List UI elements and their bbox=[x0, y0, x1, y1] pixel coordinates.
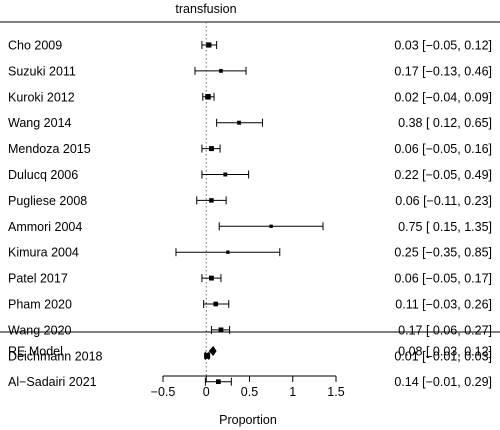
ci-text: 0.25 [−0.35, 0.85] bbox=[394, 246, 492, 260]
point-estimate bbox=[204, 352, 211, 359]
ci-text: 0.03 [−0.05, 0.12] bbox=[394, 39, 492, 53]
ci-text: 0.22 [−0.05, 0.49] bbox=[394, 168, 492, 182]
point-estimate bbox=[213, 301, 219, 307]
point-estimate bbox=[205, 94, 211, 100]
chart-title: transfusion bbox=[175, 2, 236, 16]
study-label: Mendoza 2015 bbox=[8, 142, 91, 156]
study-label: Patel 2017 bbox=[8, 272, 68, 286]
ci-text: 0.75 [ 0.15, 1.35] bbox=[398, 220, 492, 234]
ci-text: 0.11 [−0.03, 0.26] bbox=[395, 298, 492, 312]
study-label: Dulucq 2006 bbox=[8, 168, 78, 182]
ci-text: 0.38 [ 0.12, 0.65] bbox=[398, 116, 492, 130]
study-rows: Cho 2009 0.03 [−0.05, 0.12] Suzuki 2011 0.1… bbox=[8, 39, 492, 390]
study-label: Wang 2014 bbox=[8, 116, 72, 130]
study-label: Kimura 2004 bbox=[8, 246, 79, 260]
ci-text: 0.17 [ 0.06, 0.27] bbox=[398, 323, 492, 337]
point-estimate bbox=[226, 250, 230, 254]
x-tick-label: 0 bbox=[203, 385, 210, 399]
point-estimate bbox=[208, 146, 214, 152]
point-estimate bbox=[219, 69, 223, 73]
x-tick-label: 1 bbox=[289, 385, 296, 399]
ci-text: 0.01 [−0.01, 0.03] bbox=[394, 349, 492, 363]
summary-diamond bbox=[208, 346, 217, 356]
point-estimate bbox=[223, 172, 228, 177]
x-axis-label: Proportion bbox=[219, 413, 277, 427]
summary-ci-text: 0.08 [ 0.03, 0.12] bbox=[398, 345, 492, 359]
study-label: Al−Sadairi 2021 bbox=[8, 375, 97, 389]
study-label: Suzuki 2011 bbox=[8, 64, 76, 78]
summary-row: RE Model 0.08 [ 0.03, 0.12] bbox=[8, 345, 492, 359]
point-estimate bbox=[209, 275, 214, 281]
study-label: Cho 2009 bbox=[8, 39, 62, 53]
ci-text: 0.17 [−0.13, 0.46] bbox=[394, 64, 492, 78]
ci-text: 0.14 [−0.01, 0.29] bbox=[394, 375, 492, 389]
x-tick-label: 1.5 bbox=[327, 385, 344, 399]
x-tick-label: −0.5 bbox=[151, 385, 176, 399]
ci-text: 0.06 [−0.05, 0.17] bbox=[394, 272, 492, 286]
point-estimate bbox=[237, 120, 242, 125]
ci-text: 0.02 [−0.04, 0.09] bbox=[394, 90, 492, 104]
study-label: Pham 2020 bbox=[8, 298, 72, 312]
study-label: Ammori 2004 bbox=[8, 220, 82, 234]
x-axis: −0.5 0 0.5 1 1.5 bbox=[151, 375, 345, 399]
x-tick-label: 0.5 bbox=[241, 385, 258, 399]
point-estimate bbox=[206, 42, 212, 48]
study-label: Deichmann 2018 bbox=[8, 349, 103, 363]
point-estimate bbox=[216, 379, 221, 385]
point-estimate bbox=[209, 198, 214, 203]
point-estimate bbox=[269, 224, 273, 228]
summary-label: RE Model bbox=[8, 345, 63, 359]
point-estimate bbox=[218, 327, 224, 333]
ci-text: 0.06 [−0.05, 0.16] bbox=[394, 142, 492, 156]
study-label: Wang 2020 bbox=[8, 323, 72, 337]
study-label: Kuroki 2012 bbox=[8, 90, 75, 104]
ci-text: 0.06 [−0.11, 0.23] bbox=[395, 194, 492, 208]
study-label: Pugliese 2008 bbox=[8, 194, 87, 208]
